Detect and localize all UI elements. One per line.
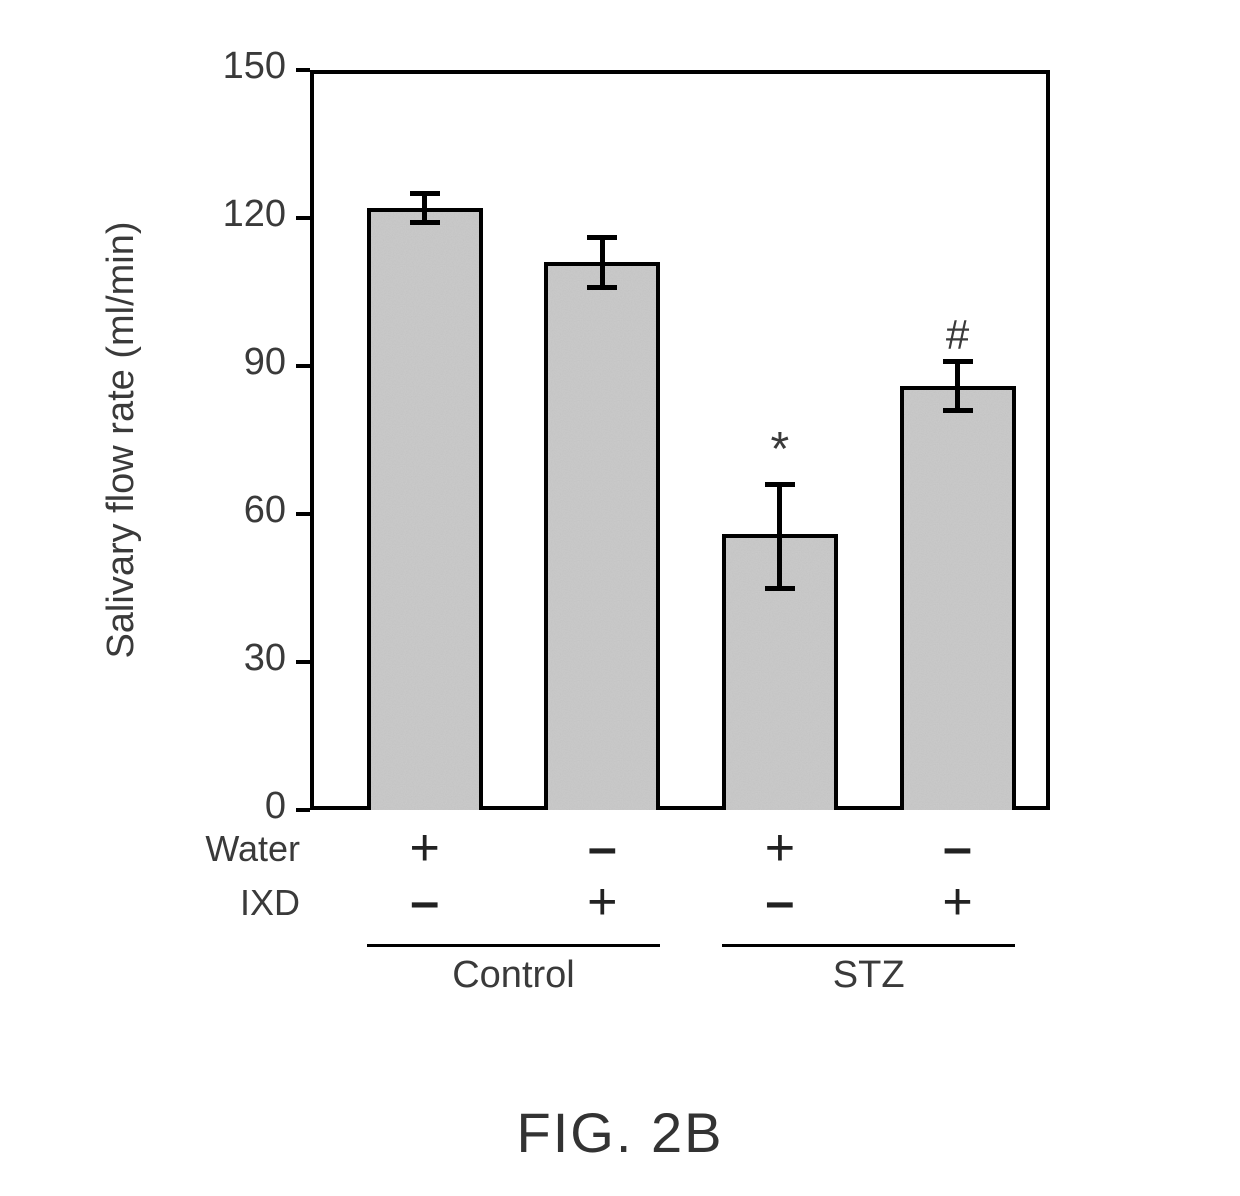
error-cap: [765, 482, 795, 487]
significance-marker: #: [918, 311, 998, 359]
x-row-label: IXD: [150, 882, 300, 924]
bar: [544, 262, 660, 810]
x-row-symbol: –: [385, 876, 465, 928]
significance-marker: *: [740, 422, 820, 477]
x-row-symbol: –: [918, 822, 998, 874]
x-row-symbol: +: [740, 822, 820, 874]
group-rule: [722, 944, 1016, 947]
y-tick: [296, 216, 310, 220]
error-bar: [600, 238, 605, 287]
y-tick-label: 150: [186, 45, 286, 88]
y-tick: [296, 808, 310, 812]
error-cap: [587, 285, 617, 290]
error-cap: [410, 220, 440, 225]
bar: [900, 386, 1016, 810]
y-tick-label: 0: [186, 785, 286, 828]
bar: [367, 208, 483, 810]
error-cap: [587, 235, 617, 240]
y-tick: [296, 68, 310, 72]
x-row-symbol: +: [562, 876, 642, 928]
error-cap: [943, 408, 973, 413]
x-row-label: Water: [150, 828, 300, 870]
x-row-symbol: –: [740, 876, 820, 928]
x-row-symbol: +: [918, 876, 998, 928]
y-tick: [296, 660, 310, 664]
y-tick-label: 90: [186, 341, 286, 384]
error-bar: [777, 484, 782, 588]
error-bar: [422, 193, 427, 223]
group-label: STZ: [722, 954, 1016, 997]
error-cap: [943, 359, 973, 364]
group-rule: [367, 944, 661, 947]
error-bar: [955, 361, 960, 410]
x-row-symbol: –: [562, 822, 642, 874]
y-tick-label: 60: [186, 489, 286, 532]
error-cap: [765, 586, 795, 591]
y-tick: [296, 364, 310, 368]
y-tick-label: 120: [186, 193, 286, 236]
y-tick-label: 30: [186, 637, 286, 680]
group-label: Control: [367, 954, 661, 997]
figure-caption: FIG. 2B: [0, 1100, 1240, 1165]
x-row-symbol: +: [385, 822, 465, 874]
y-axis-title: Salivary flow rate (ml/min): [100, 70, 143, 810]
y-tick: [296, 512, 310, 516]
error-cap: [410, 191, 440, 196]
